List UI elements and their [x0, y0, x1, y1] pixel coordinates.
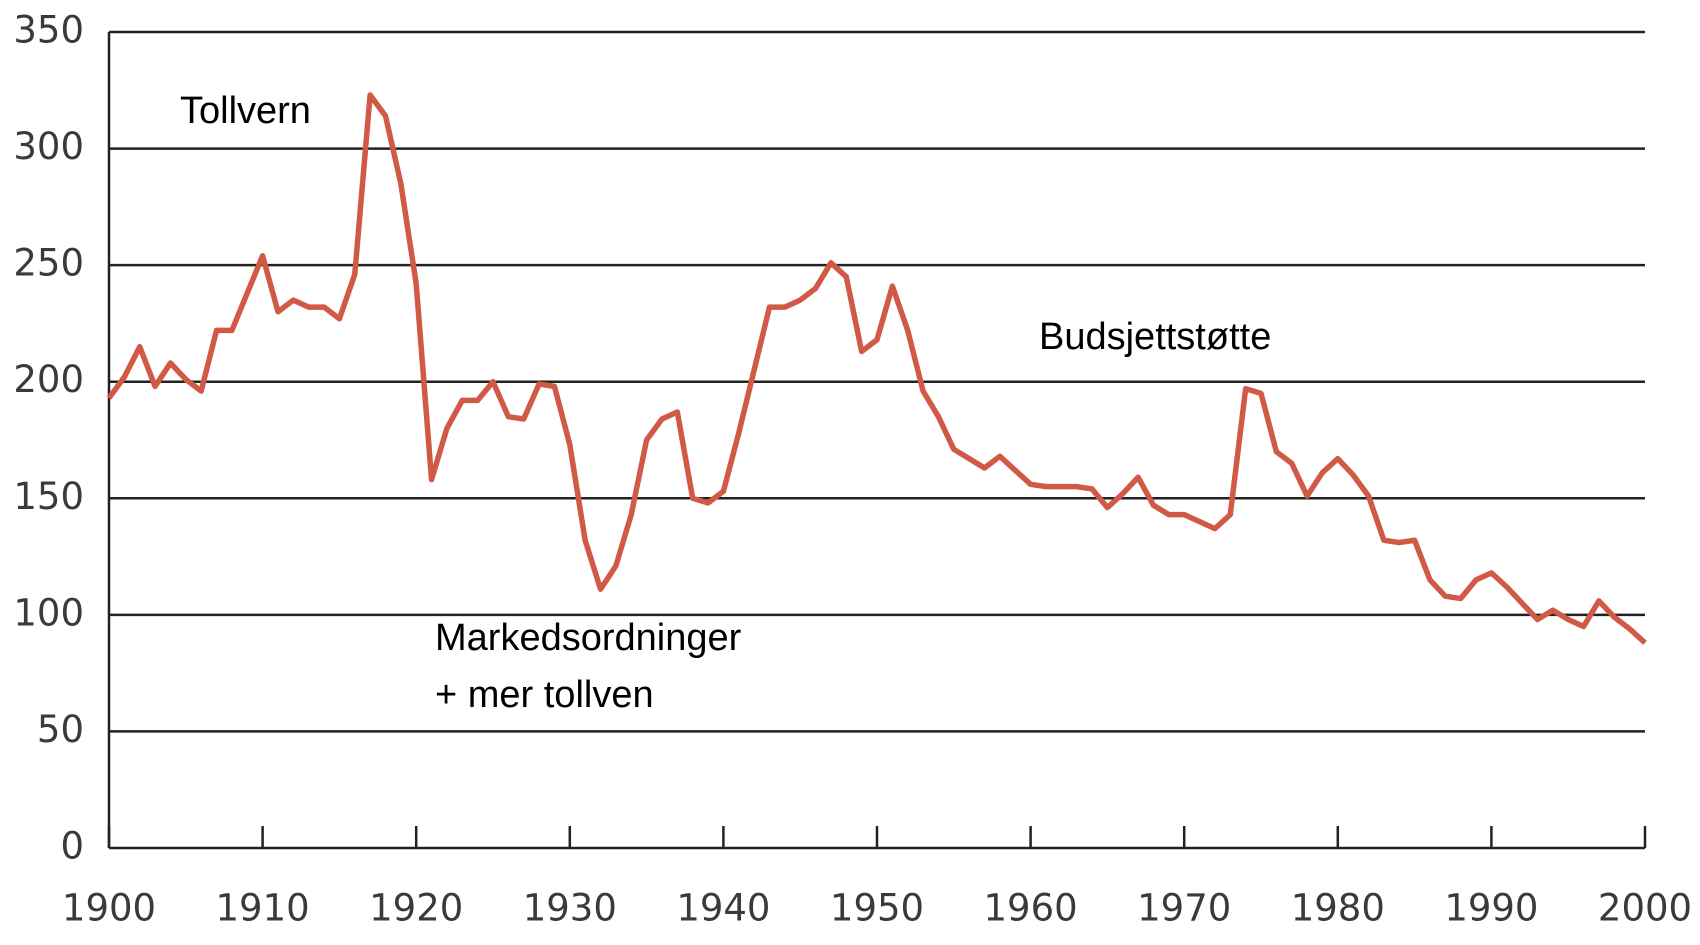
annotation: + mer tollven [435, 674, 654, 716]
y-tick-label: 300 [13, 125, 84, 168]
y-tick-label: 100 [13, 591, 84, 634]
x-tick-label: 1930 [523, 887, 617, 930]
x-tick-label: 1990 [1444, 887, 1538, 930]
x-tick-label: 1970 [1137, 887, 1231, 930]
y-tick-label: 200 [13, 358, 84, 401]
x-tick-label: 1950 [830, 887, 924, 930]
y-tick-label: 350 [13, 9, 84, 52]
x-tick-label: 1980 [1291, 887, 1385, 930]
annotation: Tollvern [180, 90, 311, 132]
annotation: Markedsordninger [435, 617, 742, 659]
y-tick-label: 150 [13, 475, 84, 518]
x-tick-label: 2000 [1598, 887, 1692, 930]
annotation: Budsjettstøtte [1039, 316, 1271, 358]
x-tick-label: 1910 [216, 887, 310, 930]
x-tick-label: 1900 [62, 887, 156, 930]
x-tick-label: 1940 [676, 887, 770, 930]
y-tick-label: 50 [37, 708, 84, 751]
x-tick-label: 1920 [369, 887, 463, 930]
y-tick-label: 250 [13, 242, 84, 285]
y-tick-label: 0 [60, 825, 84, 868]
data-line [106, 92, 1647, 645]
x-tick-label: 1960 [984, 887, 1078, 930]
